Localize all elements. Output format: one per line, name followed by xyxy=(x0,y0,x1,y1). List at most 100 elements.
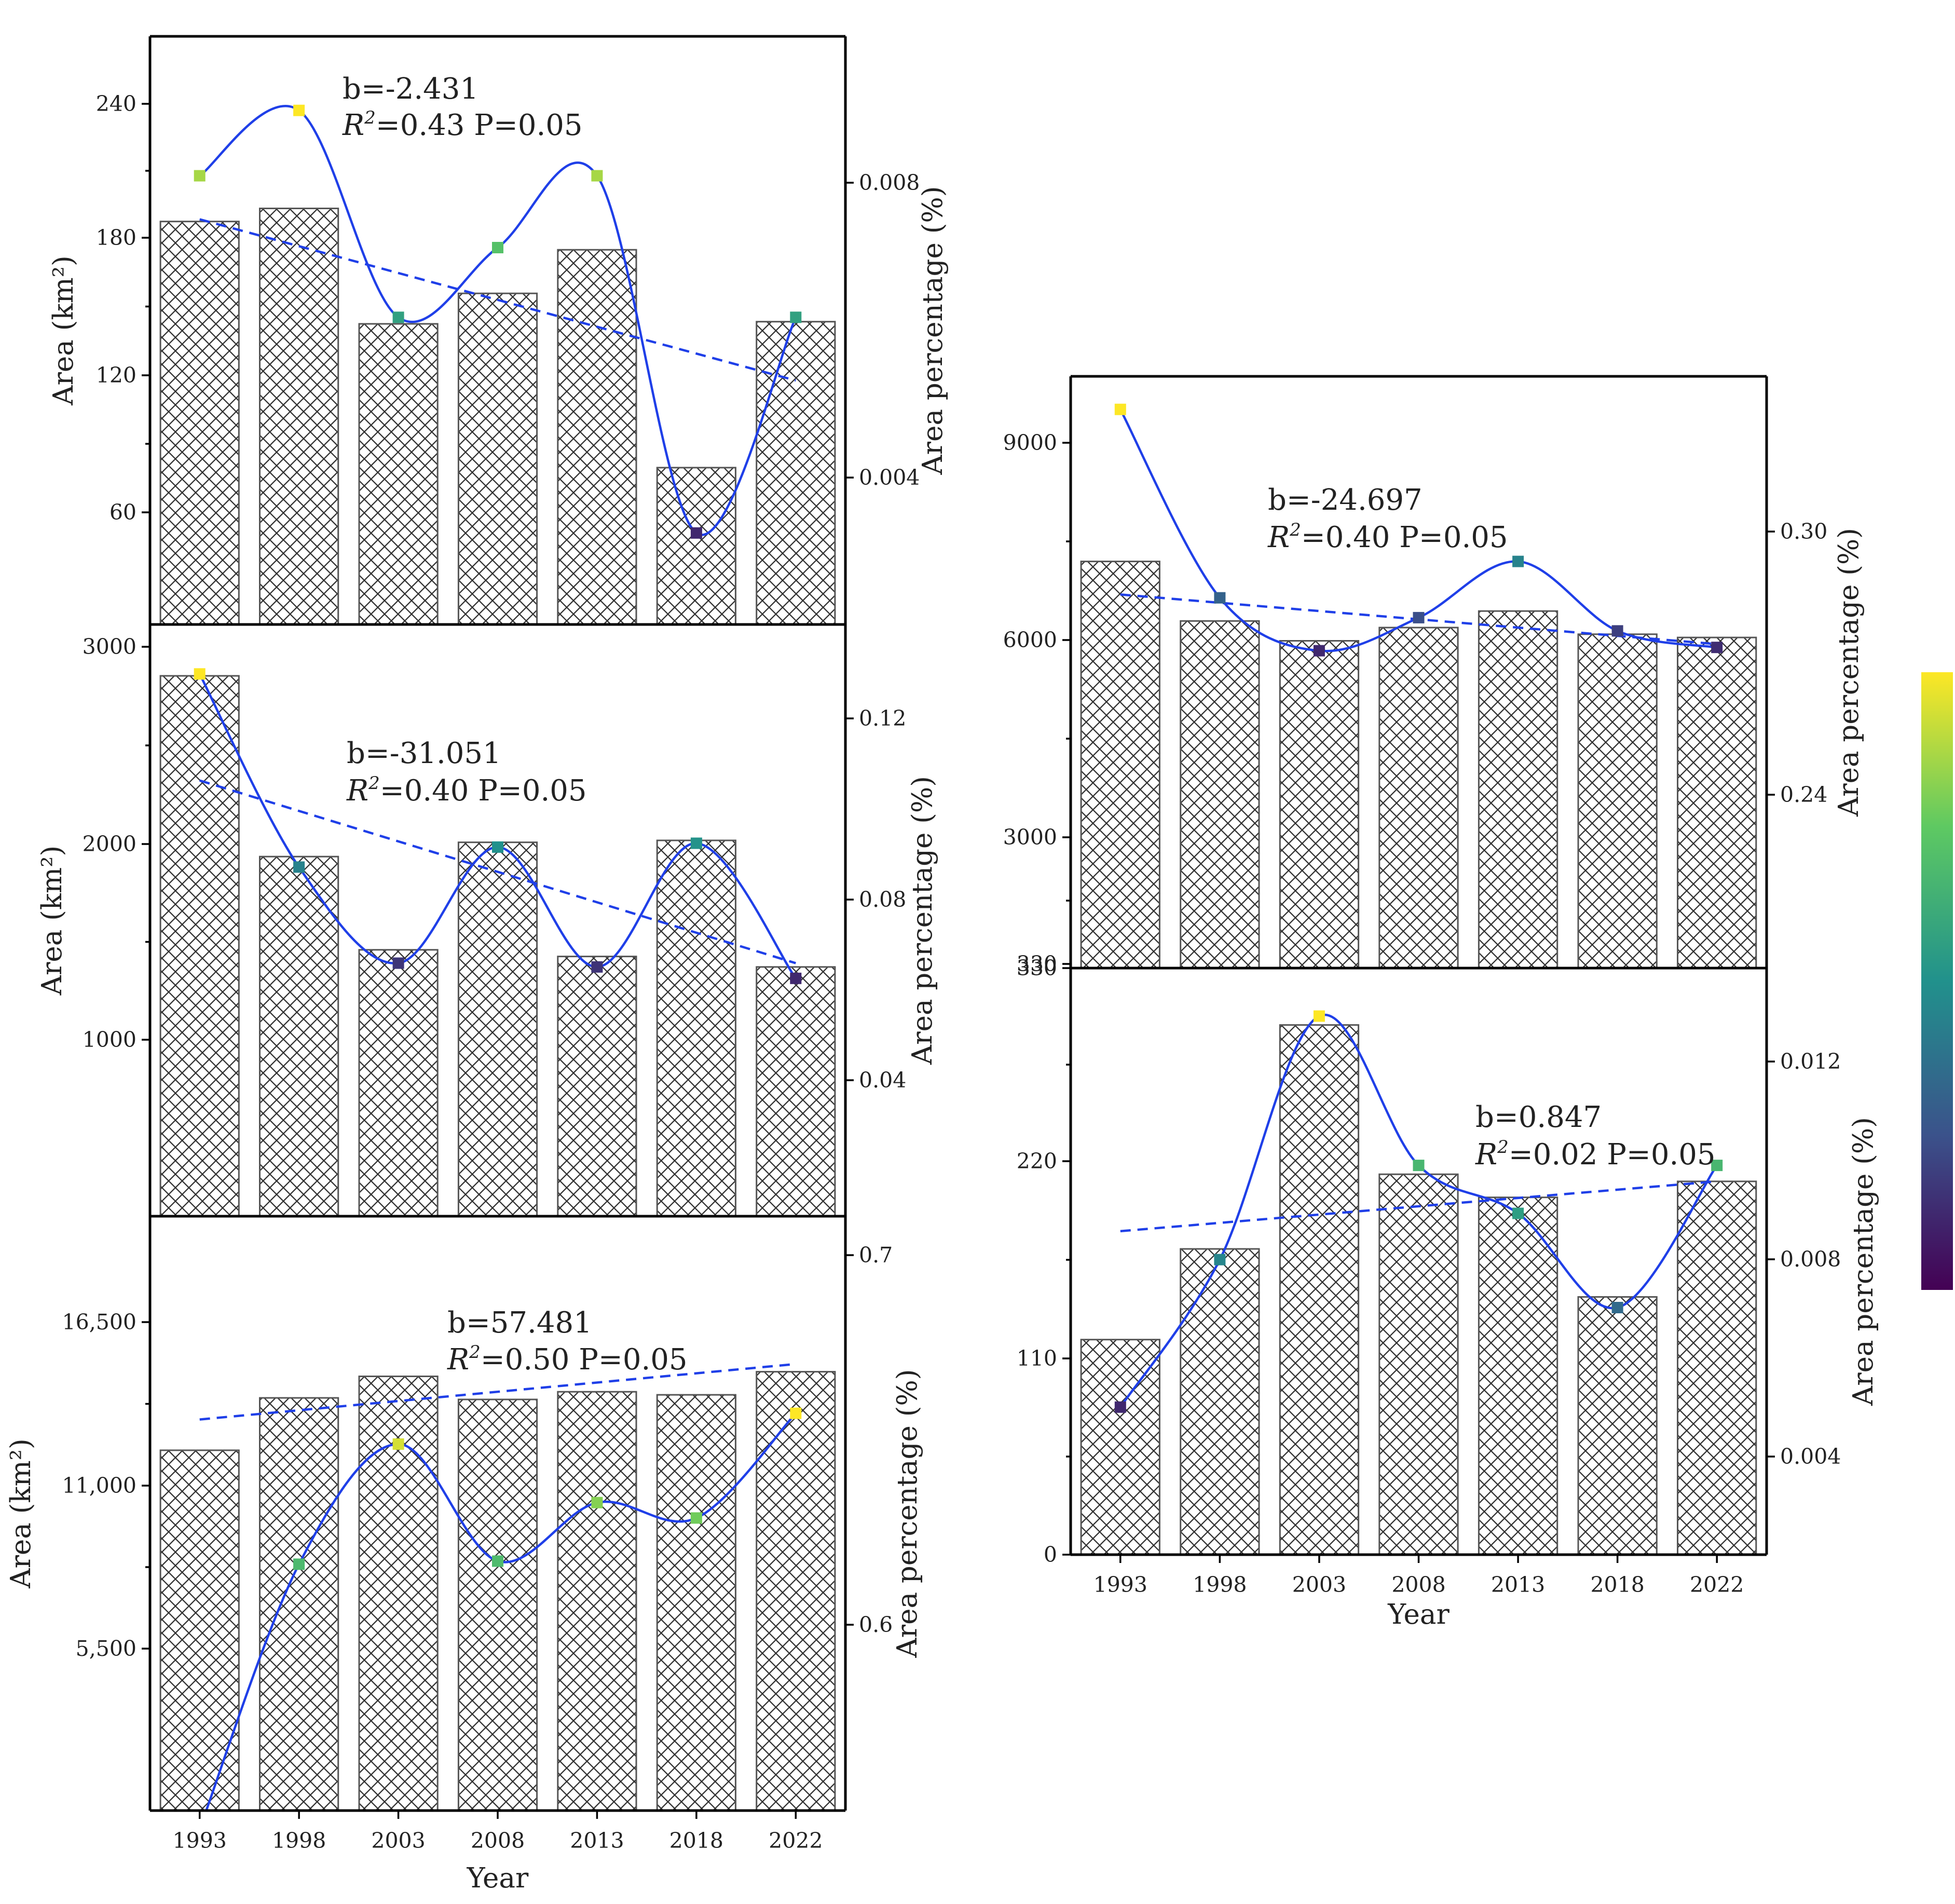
bar-2008 xyxy=(457,841,538,1217)
bar-2022 xyxy=(756,321,836,625)
bar-2003 xyxy=(358,323,439,625)
colorbar xyxy=(1921,672,1953,1290)
x-tick-label: 2018 xyxy=(1590,1572,1644,1597)
y-tick-label: 330 xyxy=(1017,951,1057,976)
bar-2018 xyxy=(656,1394,736,1812)
marker-2008 xyxy=(492,841,503,853)
x-tick-label: 1993 xyxy=(173,1828,227,1853)
bar-1993 xyxy=(1080,561,1160,969)
bar-1998 xyxy=(1180,1248,1260,1556)
bar-2018 xyxy=(656,467,736,625)
y-tick-label: 3000 xyxy=(83,634,136,659)
y-tick-label: 6000 xyxy=(1003,628,1057,652)
y2-tick-label: 0.12 xyxy=(859,706,906,731)
bar-2022 xyxy=(756,966,836,1217)
y2-axis-title: Area percentage (%) xyxy=(917,186,949,475)
marker-2013 xyxy=(591,961,603,973)
marker-2003 xyxy=(392,311,404,323)
marker-2003 xyxy=(1313,1010,1325,1022)
y-tick-label: 1000 xyxy=(83,1027,136,1052)
y-axis-title: Area (km²) xyxy=(5,1438,37,1588)
slope-annotation: b=-31.051 xyxy=(347,737,501,770)
y2-tick-label: 0.7 xyxy=(859,1243,893,1268)
x-tick-label: 2013 xyxy=(570,1828,624,1853)
y-tick-label: 9000 xyxy=(1003,430,1057,455)
bar-2008 xyxy=(457,1398,538,1812)
x-tick-label: 2013 xyxy=(1491,1572,1545,1597)
marker-2008 xyxy=(1413,1160,1425,1172)
y2-axis-title: Area percentage (%) xyxy=(907,776,938,1065)
marker-2013 xyxy=(591,1497,603,1508)
marker-2013 xyxy=(591,170,603,182)
chart-panel-top-right: 330 3000 6000 9000 0.24 0.30 Area percentage (… xyxy=(1003,375,1865,976)
bar-1993 xyxy=(159,675,240,1217)
marker-2018 xyxy=(1611,625,1623,637)
marker-1993 xyxy=(194,668,206,680)
bar-2008 xyxy=(1378,627,1459,969)
marker-2008 xyxy=(492,242,503,253)
y2-tick-label: 0.008 xyxy=(859,170,920,195)
bar-2013 xyxy=(557,1391,637,1812)
chart-panel-bottom-right: 0 110 220 330 0.004 0.008 0.012 1993 1998 2003 200… xyxy=(1017,956,1879,1630)
y-tick-label: 220 xyxy=(1017,1149,1057,1174)
x-tick-label: 1998 xyxy=(1193,1572,1247,1597)
y2-tick-label: 0.04 xyxy=(859,1068,906,1093)
y2-tick-label: 0.008 xyxy=(1780,1247,1841,1272)
y2-tick-label: 0.24 xyxy=(1780,782,1827,807)
marker-2022 xyxy=(790,311,802,323)
marker-1998 xyxy=(1214,592,1226,604)
y-tick-label: 110 xyxy=(1017,1346,1057,1371)
y-tick-label: 120 xyxy=(96,363,136,388)
y2-axis-title: Area percentage (%) xyxy=(1833,528,1865,817)
x-tick-label: 2022 xyxy=(1690,1572,1744,1597)
trend-line xyxy=(199,779,796,964)
slope-annotation: b=-24.697 xyxy=(1268,483,1423,517)
marker-2018 xyxy=(1611,1302,1623,1313)
marker-2008 xyxy=(492,1555,503,1567)
marker-2013 xyxy=(1512,555,1524,567)
bar-2022 xyxy=(1677,1180,1757,1556)
r2-annotation: R2=0.40 P=0.05 xyxy=(346,773,587,808)
x-tick-label: 2003 xyxy=(371,1828,425,1853)
bar-2013 xyxy=(1478,1196,1558,1556)
marker-1993 xyxy=(1114,403,1126,415)
bar-2008 xyxy=(1378,1173,1459,1556)
x-tick-label: 1998 xyxy=(272,1828,326,1853)
r2-annotation: R2=0.50 P=0.05 xyxy=(447,1342,688,1377)
marker-1998 xyxy=(293,861,305,873)
marker-1993 xyxy=(1114,1401,1126,1413)
bar-2018 xyxy=(1577,633,1658,969)
marker-2003 xyxy=(392,1438,404,1450)
marker-1998 xyxy=(293,1558,305,1570)
marker-1993 xyxy=(194,170,206,182)
y2-tick-label: 0.004 xyxy=(859,465,920,490)
chart-panel-bottom-left: 5,500 11,000 16,500 0.6 0.7 1993 1998 2003 2008 2… xyxy=(5,1216,923,1894)
x-tick-label: 2003 xyxy=(1292,1572,1346,1597)
bar-2003 xyxy=(1279,1024,1360,1556)
marker-2022 xyxy=(1711,642,1723,654)
x-tick-label: 2022 xyxy=(769,1828,823,1853)
marker-2008 xyxy=(1413,611,1425,623)
r2-annotation: R2=0.02 P=0.05 xyxy=(1475,1137,1716,1172)
chart-panel-middle-left: 1000 2000 3000 0.04 0.08 0.12 Area (km²) Area p… xyxy=(36,624,938,1218)
bar-2003 xyxy=(358,949,439,1217)
trend-line xyxy=(199,1363,796,1421)
marker-2018 xyxy=(690,527,702,539)
y-tick-label: 11,000 xyxy=(62,1473,136,1498)
bar-1993 xyxy=(1080,1339,1160,1556)
chart-panel-top-left: 60 120 180 240 0.004 0.008 Area (km²) Area perc… xyxy=(48,35,949,626)
y-axis-title: Area (km²) xyxy=(36,846,68,996)
marker-2022 xyxy=(1711,1160,1723,1172)
y-tick-label: 2000 xyxy=(83,832,136,856)
bar-2013 xyxy=(557,249,637,625)
y-tick-label: 240 xyxy=(96,91,136,116)
y-axis-title: Area (km²) xyxy=(48,255,79,405)
marker-2018 xyxy=(690,837,702,849)
y2-axis-title: Area percentage (%) xyxy=(892,1369,923,1658)
bar-2022 xyxy=(756,1371,836,1812)
marker-1998 xyxy=(293,104,305,116)
bar-1998 xyxy=(1180,620,1260,969)
y2-tick-label: 0.30 xyxy=(1780,519,1827,544)
x-axis-title: Year xyxy=(467,1862,529,1894)
bar-1998 xyxy=(259,1397,339,1812)
